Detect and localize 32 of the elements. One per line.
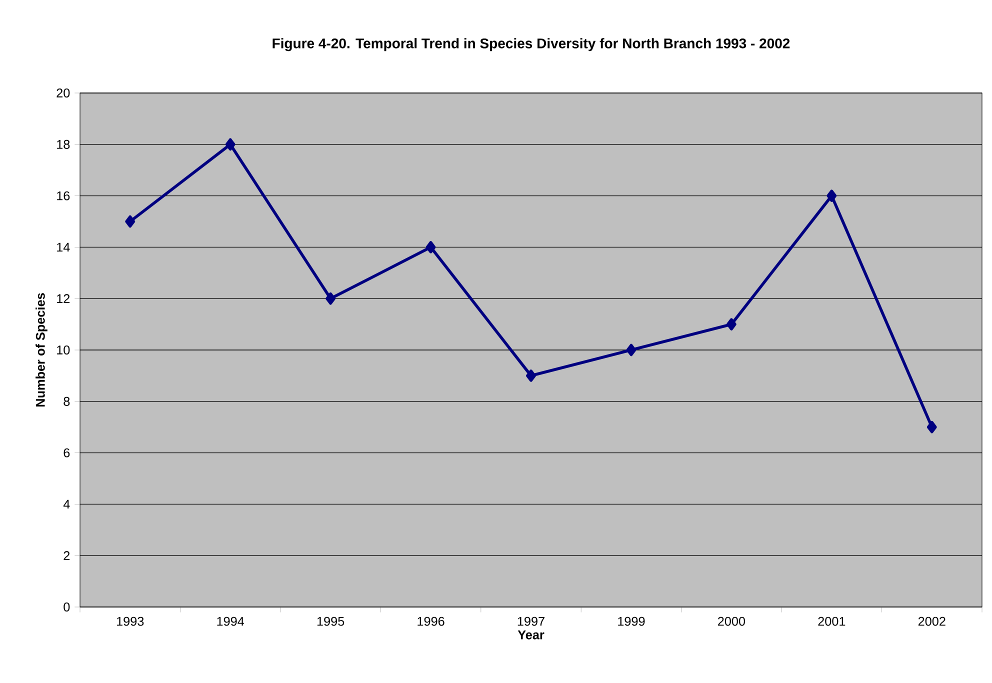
x-tick-label: 2002 [918, 616, 946, 626]
point [125, 215, 136, 228]
point [225, 138, 236, 151]
x-tick-label: 1996 [418, 616, 444, 626]
y-tick-label: 18 [57, 140, 70, 149]
x-tick-label: 2001 [818, 616, 846, 626]
point [726, 318, 736, 330]
y-tick-label: 12 [57, 294, 70, 304]
x-tick-label: 1994 [217, 616, 244, 626]
x-tick-label: 1999 [618, 616, 645, 626]
chart-title: Figure 4-20. Temporal Trend in Species Diversity for North Branch 1993 - 2002 [272, 38, 790, 52]
point [826, 190, 837, 202]
x-axis-title: Year [518, 630, 544, 640]
y-tick-label: 10 [57, 346, 70, 354]
y-axis-title: Number of Species [36, 293, 48, 407]
point [526, 370, 536, 382]
y-tick-label: 0 [64, 602, 70, 612]
point [626, 344, 636, 356]
point [926, 420, 937, 434]
x-tick-label: 2000 [718, 616, 746, 626]
y-tick-label: 6 [64, 448, 70, 458]
y-tick-label: 2 [64, 551, 70, 560]
x-tick-label: 1995 [317, 616, 344, 626]
y-tick-label: 14 [57, 242, 70, 252]
x-tick-label: 1993 [116, 616, 144, 626]
y-tick-label: 16 [57, 191, 70, 200]
y-tick-label: 8 [64, 396, 70, 406]
y-tick-label: 20 [56, 88, 70, 98]
y-tick-label: 4 [63, 500, 70, 509]
point [326, 292, 336, 305]
point [426, 241, 436, 254]
x-tick-label: 1997 [518, 616, 544, 626]
